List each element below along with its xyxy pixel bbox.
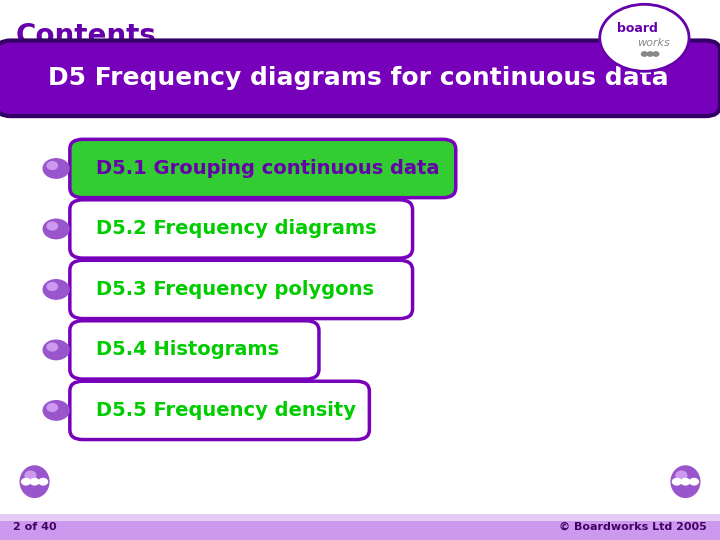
Text: 2 of 40: 2 of 40: [13, 522, 57, 532]
Bar: [0, 514, 720, 540]
Circle shape: [43, 340, 69, 360]
Text: © Boardworks Ltd 2005: © Boardworks Ltd 2005: [559, 522, 707, 532]
Ellipse shape: [19, 465, 50, 498]
Text: board: board: [617, 22, 657, 35]
Text: works: works: [636, 38, 670, 48]
Circle shape: [600, 4, 689, 71]
Circle shape: [642, 52, 647, 56]
Circle shape: [47, 222, 58, 230]
Text: D5.3 Frequency polygons: D5.3 Frequency polygons: [96, 280, 374, 299]
Circle shape: [30, 478, 39, 485]
Circle shape: [690, 478, 698, 485]
Text: Contents: Contents: [16, 22, 157, 50]
Circle shape: [672, 478, 681, 485]
FancyBboxPatch shape: [70, 381, 369, 440]
Bar: [0, 514, 720, 521]
Text: D5.4 Histograms: D5.4 Histograms: [96, 340, 279, 360]
Circle shape: [43, 219, 69, 239]
Circle shape: [39, 478, 48, 485]
Text: D5.2 Frequency diagrams: D5.2 Frequency diagrams: [96, 219, 377, 239]
Circle shape: [47, 343, 58, 351]
Ellipse shape: [675, 470, 688, 481]
Circle shape: [647, 52, 653, 56]
FancyBboxPatch shape: [70, 260, 413, 319]
FancyBboxPatch shape: [70, 139, 456, 198]
Circle shape: [43, 280, 69, 299]
Circle shape: [22, 478, 30, 485]
Text: D5.5 Frequency density: D5.5 Frequency density: [96, 401, 356, 420]
Ellipse shape: [24, 470, 37, 481]
Circle shape: [43, 401, 69, 420]
Circle shape: [681, 478, 690, 485]
Text: D5.1 Grouping continuous data: D5.1 Grouping continuous data: [96, 159, 439, 178]
Ellipse shape: [670, 465, 701, 498]
Circle shape: [47, 403, 58, 411]
Circle shape: [43, 159, 69, 178]
Text: D5 Frequency diagrams for continuous data: D5 Frequency diagrams for continuous dat…: [48, 66, 668, 90]
Circle shape: [653, 52, 659, 56]
Circle shape: [47, 282, 58, 291]
FancyBboxPatch shape: [0, 40, 720, 116]
FancyBboxPatch shape: [70, 200, 413, 258]
Circle shape: [47, 161, 58, 170]
FancyBboxPatch shape: [70, 321, 319, 379]
